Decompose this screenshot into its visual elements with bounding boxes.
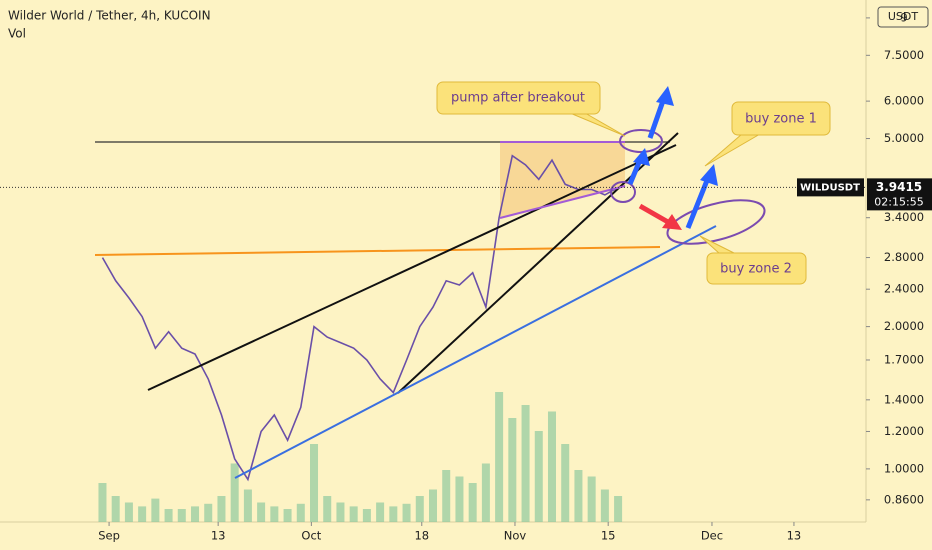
volume-bar	[561, 444, 570, 522]
trend-line	[234, 225, 717, 479]
volume-bar	[415, 496, 424, 522]
price-layer	[101, 154, 619, 482]
y-tick-label: 2.8000	[884, 250, 924, 264]
callout-text: pump after breakout	[451, 91, 585, 106]
volume-bar	[151, 498, 160, 522]
x-tick-label: 15	[601, 529, 616, 543]
volume-bar	[164, 509, 173, 522]
ellipse	[619, 129, 663, 153]
volume-bar	[521, 405, 530, 522]
volume-bar	[230, 463, 239, 522]
callout-box	[436, 81, 601, 115]
volume-bar	[429, 489, 437, 522]
volume-label: Vol	[8, 27, 26, 41]
volume-bar	[402, 503, 411, 522]
y-tick-label: 2.0000	[884, 319, 924, 333]
callout-box	[731, 101, 831, 136]
callout-box	[706, 252, 807, 285]
callout-text: buy zone 1	[745, 112, 817, 127]
volume-bar	[376, 502, 385, 522]
y-tick-label: 5.0000	[884, 131, 924, 145]
x-tick-label: Dec	[701, 529, 723, 543]
callout: pump after breakout	[436, 81, 626, 137]
volume-bar	[138, 506, 147, 522]
x-tick-label: 13	[787, 529, 802, 543]
volume-bar	[442, 470, 451, 522]
volume-bar	[600, 489, 609, 522]
volume-layer	[98, 392, 623, 522]
y-tick-label: 2.4000	[884, 282, 924, 296]
volume-bar	[336, 502, 345, 522]
volume-bar	[323, 496, 332, 522]
x-tick-label: 18	[414, 529, 429, 543]
y-tick-label: 7.5000	[884, 48, 924, 62]
x-tick-label: Sep	[98, 529, 120, 543]
ellipse	[610, 181, 636, 203]
volume-bar	[191, 506, 200, 522]
volume-bar	[310, 444, 319, 522]
series-label-box	[797, 178, 864, 197]
volume-bar	[257, 502, 266, 522]
price-line	[101, 154, 619, 482]
arrows	[627, 86, 718, 230]
volume-bar	[495, 392, 504, 522]
volume-bar	[270, 506, 279, 522]
series-label: WILDUSDT	[800, 182, 860, 193]
volume-bar	[177, 509, 186, 522]
y-tick-label: 1.2000	[884, 424, 924, 438]
volume-bar	[468, 483, 477, 522]
volume-bar	[547, 411, 556, 522]
y-tick-label: 1.4000	[884, 392, 924, 406]
triangle-bottom	[499, 185, 626, 219]
volume-bar	[283, 509, 292, 522]
y-tick-label: 9	[900, 10, 907, 24]
y-tick-label: 1.0000	[884, 461, 924, 475]
volume-bar	[587, 476, 596, 522]
volume-bar	[389, 506, 398, 522]
countdown-label: 02:15:55	[874, 195, 923, 208]
y-tick-label: 6.0000	[884, 94, 924, 108]
volume-bar	[534, 431, 543, 522]
volume-bar	[574, 470, 583, 522]
x-tick-label: Nov	[504, 529, 527, 543]
x-tick-label: 13	[211, 529, 226, 543]
trend-line	[147, 144, 677, 391]
support-line	[94, 246, 661, 256]
volume-bar	[98, 483, 107, 522]
volume-bar	[362, 509, 371, 522]
volume-bar	[614, 496, 623, 522]
ellipse	[666, 199, 766, 245]
y-tick-label: 0.8600	[884, 492, 924, 506]
volume-bar	[508, 418, 517, 522]
y-tick-label: 3.4000	[884, 210, 924, 224]
callout: buy zone 1	[704, 101, 831, 167]
x-tick-label: Oct	[301, 529, 321, 543]
volume-bar	[204, 503, 213, 522]
last-price-label: 3.9415	[876, 180, 922, 194]
callout: buy zone 2	[699, 235, 807, 285]
volume-bar	[111, 496, 120, 522]
volume-bar	[455, 476, 464, 522]
volume-bar	[243, 489, 252, 522]
currency-badge	[877, 6, 929, 28]
volume-bar	[349, 506, 358, 522]
callout-text: buy zone 2	[720, 262, 792, 277]
last-price-box	[867, 178, 932, 211]
currency-label: USDT	[888, 10, 919, 23]
volume-bar	[124, 502, 133, 522]
volume-bar	[217, 496, 226, 522]
y-tick-label: 1.7000	[884, 352, 924, 366]
volume-bar	[296, 503, 305, 522]
chart-title: Wilder World / Tether, 4h, KUCOIN	[8, 9, 211, 23]
volume-bar	[481, 463, 490, 522]
